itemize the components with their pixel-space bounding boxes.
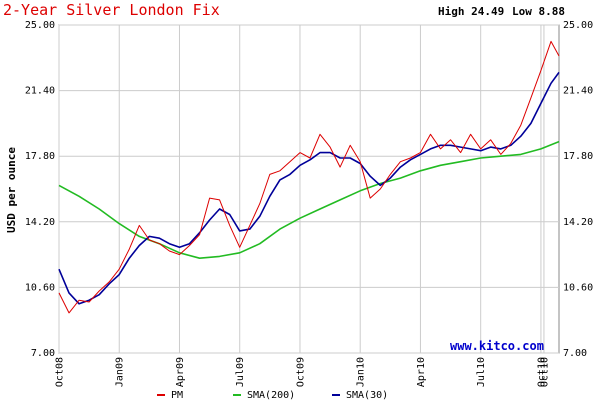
x-ticks: Oct08 Jan09 Apr09 Jul09 Oct09 Jan10 Apr10 Jul10… [55, 357, 551, 387]
y-ticks-left: 25.00 21.40 17.80 14.20 10.60 7.00 [25, 20, 55, 359]
series-line-pm [58, 40, 560, 314]
high-label: High 24.49 [438, 5, 504, 18]
legend-label: SMA(30) [346, 390, 388, 400]
x-tick-label: Apr09 [175, 357, 186, 387]
y-tick-label-left: 17.80 [25, 151, 55, 162]
legend-label: SMA(200) [247, 390, 295, 400]
y-tick-label-right: 21.40 [563, 86, 593, 97]
series-line-sma-30 [58, 71, 560, 305]
x-tick-label: Apr10 [416, 357, 427, 387]
plot-area [58, 24, 560, 354]
y-tick-label-left: 25.00 [25, 20, 55, 31]
y-axis-label: USD per ounce [5, 147, 18, 233]
x-tick-label: Jan09 [115, 357, 126, 387]
y-tick-label-left: 10.60 [25, 282, 55, 293]
y-tick-label-right: 17.80 [563, 151, 593, 162]
series-line-sma-200 [58, 140, 560, 260]
y-tick-label-right: 25.00 [563, 20, 593, 31]
series-layer [58, 40, 560, 314]
chart-title: 2-Year Silver London Fix [3, 1, 220, 19]
y-ticks-right: 25.00 21.40 17.80 14.20 10.60 7.00 [563, 20, 593, 359]
legend: PM SMA(200) SMA(30) [157, 390, 388, 400]
x-tick-label: Jul10 [476, 357, 487, 387]
x-tick-label: Oct10 [536, 357, 547, 387]
x-tick-label: Oct10 [539, 357, 550, 387]
y-tick-label-left: 7.00 [31, 348, 55, 359]
x-tick-label: Oct09 [295, 357, 306, 387]
watermark-brand: www.kitco.com [450, 339, 544, 353]
y-tick-label-left: 21.40 [25, 86, 55, 97]
legend-label: PM [171, 390, 183, 400]
x-tick-label: Jul09 [235, 357, 246, 387]
y-tick-label-left: 14.20 [25, 217, 55, 228]
x-tick-label: Oct08 [55, 357, 66, 387]
low-label: Low 8.88 [512, 5, 565, 18]
y-tick-label-right: 7.00 [563, 348, 587, 359]
grid [58, 24, 559, 354]
x-tick-label: Jan10 [356, 357, 367, 387]
y-tick-label-right: 10.60 [563, 282, 593, 293]
y-tick-label-right: 14.20 [563, 217, 593, 228]
